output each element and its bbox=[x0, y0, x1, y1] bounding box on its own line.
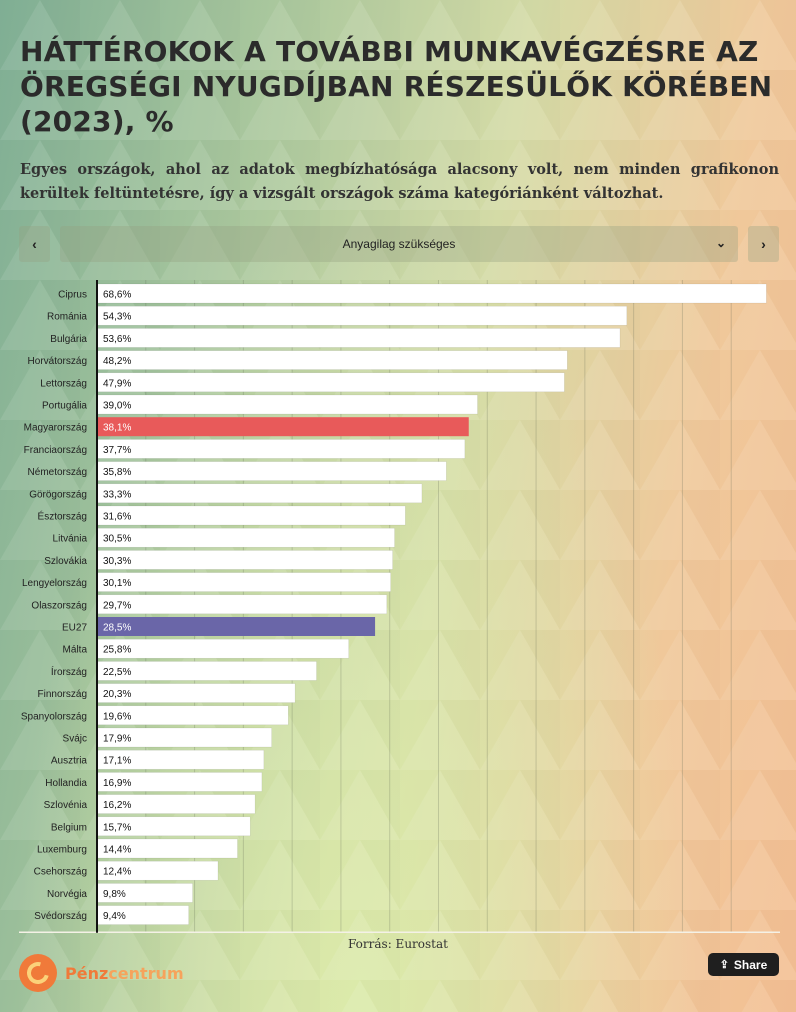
bar-value-label: 39,0% bbox=[103, 401, 131, 412]
bar-15 bbox=[97, 617, 376, 636]
bar-13 bbox=[96, 572, 391, 592]
bar-value-label: 12,4% bbox=[103, 867, 131, 878]
bar-4 bbox=[96, 372, 565, 393]
page-title: HÁTTÉROKOK A TOVÁBBI MUNKAVÉGZÉSRE AZ ÖR… bbox=[20, 35, 773, 138]
category-label: Szlovénia bbox=[44, 800, 88, 811]
bar-value-label: 47,9% bbox=[103, 378, 131, 389]
category-label: Norvégia bbox=[47, 889, 87, 900]
category-label: Görögország bbox=[29, 489, 87, 500]
bar-9 bbox=[96, 483, 423, 504]
bar-value-label: 54,3% bbox=[103, 312, 131, 323]
category-label: Belgium bbox=[51, 822, 87, 833]
bar-8 bbox=[96, 461, 447, 481]
category-label: Luxemburg bbox=[37, 845, 87, 856]
category-label: Olaszország bbox=[31, 600, 87, 611]
category-label: Csehország bbox=[34, 867, 87, 878]
penzcentrum-logo[interactable]: Pénzcentrum bbox=[19, 954, 184, 992]
chevron-left-icon: ‹ bbox=[32, 236, 37, 252]
bar-value-label: 38,1% bbox=[103, 423, 131, 434]
category-label: Litvánia bbox=[53, 534, 88, 545]
bar-value-label: 16,2% bbox=[103, 800, 131, 811]
bar-5 bbox=[96, 394, 478, 415]
bar-6 bbox=[97, 417, 469, 437]
category-label: Svédország bbox=[34, 911, 87, 922]
chevron-right-icon: › bbox=[761, 236, 766, 252]
bar-value-label: 19,6% bbox=[103, 711, 131, 722]
category-label: Ausztria bbox=[51, 756, 88, 767]
bar-chart: 68,6% Ciprus 54,3% Románia 53,6% Bulgária 48,2… bbox=[19, 280, 780, 934]
share-icon: ⇪ bbox=[719, 959, 729, 971]
chevron-down-icon: ⌄ bbox=[715, 236, 726, 250]
category-label: Észtország bbox=[38, 510, 87, 523]
category-dropdown[interactable]: Anyagilag szükséges ⌄ bbox=[60, 226, 738, 262]
logo-mark-icon bbox=[19, 954, 57, 992]
bar-16 bbox=[96, 638, 349, 659]
chart-subtitle: Egyes országok, ahol az adatok megbízhat… bbox=[20, 161, 779, 202]
category-label: Lengyelország bbox=[22, 578, 87, 589]
category-label: Németország bbox=[28, 467, 87, 478]
bar-value-label: 17,1% bbox=[103, 756, 131, 767]
bar-value-label: 30,1% bbox=[103, 578, 131, 589]
bar-value-label: 37,7% bbox=[103, 445, 131, 456]
bar-value-label: 9,4% bbox=[103, 911, 126, 922]
bar-value-label: 25,8% bbox=[103, 645, 131, 656]
bar-value-label: 17,9% bbox=[103, 734, 131, 745]
bar-12 bbox=[96, 550, 393, 570]
bar-7 bbox=[96, 439, 466, 459]
bar-3 bbox=[96, 350, 568, 370]
category-label: EU27 bbox=[62, 623, 87, 634]
category-label: Horvátország bbox=[28, 356, 87, 367]
bar-value-label: 15,7% bbox=[103, 822, 131, 833]
category-label: Svájc bbox=[63, 734, 87, 745]
dropdown-selected-value: Anyagilag szükséges bbox=[342, 237, 456, 251]
bar-value-label: 31,6% bbox=[103, 512, 131, 523]
category-label: Magyarország bbox=[24, 423, 87, 434]
category-label: Málta bbox=[63, 645, 88, 656]
bar-value-label: 68,6% bbox=[103, 290, 131, 301]
prev-category-button[interactable]: ‹ bbox=[19, 226, 50, 262]
bar-value-label: 53,6% bbox=[103, 334, 131, 345]
bar-value-label: 35,8% bbox=[103, 467, 131, 478]
bar-10 bbox=[96, 505, 406, 526]
bar-value-label: 33,3% bbox=[103, 489, 131, 500]
bar-value-label: 9,8% bbox=[103, 889, 126, 900]
category-label: Írország bbox=[51, 665, 87, 678]
category-label: Lettország bbox=[40, 378, 87, 389]
bar-value-label: 28,5% bbox=[103, 623, 131, 634]
bar-value-label: 20,3% bbox=[103, 689, 131, 700]
category-label: Románia bbox=[47, 312, 87, 323]
bar-1 bbox=[96, 305, 628, 326]
bar-value-label: 29,7% bbox=[103, 600, 131, 611]
bar-value-label: 14,4% bbox=[103, 845, 131, 856]
logo-text: Pénzcentrum bbox=[65, 963, 184, 983]
category-label: Finnország bbox=[38, 689, 87, 700]
bar-14 bbox=[96, 594, 388, 615]
bar-value-label: 30,3% bbox=[103, 556, 131, 567]
category-label: Franciaország bbox=[24, 445, 87, 456]
bar-value-label: 48,2% bbox=[103, 356, 131, 367]
category-label: Hollandia bbox=[45, 778, 87, 789]
bar-value-label: 30,5% bbox=[103, 534, 131, 545]
category-label: Bulgária bbox=[50, 334, 87, 345]
bar-11 bbox=[96, 527, 395, 548]
next-category-button[interactable]: › bbox=[748, 226, 779, 262]
category-label: Ciprus bbox=[58, 290, 87, 301]
category-label: Spanyolország bbox=[21, 711, 87, 722]
bar-0 bbox=[96, 283, 767, 304]
bar-value-label: 16,9% bbox=[103, 778, 131, 789]
source-note: Forrás: Eurostat bbox=[348, 937, 448, 951]
share-button[interactable]: ⇪ Share bbox=[708, 953, 779, 976]
bar-value-label: 22,5% bbox=[103, 667, 131, 678]
share-label: Share bbox=[733, 957, 768, 972]
category-label: Portugália bbox=[42, 401, 87, 412]
bar-2 bbox=[96, 328, 621, 348]
category-label: Szlovákia bbox=[44, 556, 87, 567]
